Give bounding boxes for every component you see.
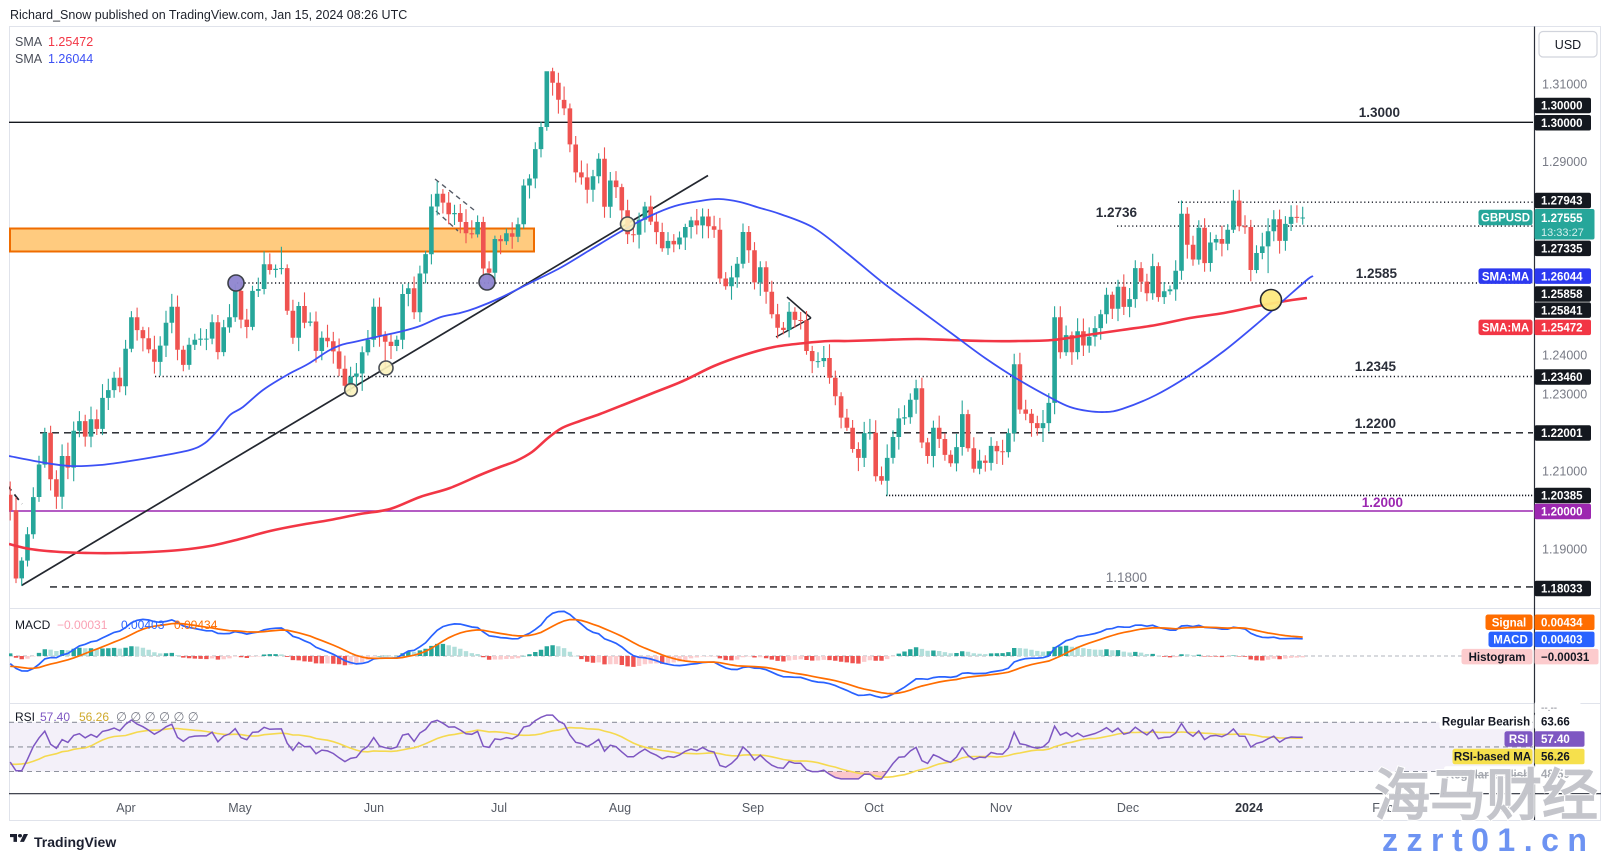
- svg-text:SMA:MA: SMA:MA: [1482, 271, 1529, 283]
- svg-text:SMA:MA: SMA:MA: [1482, 323, 1529, 335]
- svg-text:Regular Bearish: Regular Bearish: [1442, 717, 1530, 729]
- svg-text:Richard_Snow published on Trad: Richard_Snow published on TradingView.co…: [10, 8, 407, 22]
- svg-text:1.25472: 1.25472: [48, 35, 93, 49]
- svg-text:Jun: Jun: [364, 801, 384, 815]
- svg-text:Oct: Oct: [864, 801, 884, 815]
- svg-text:1.18033: 1.18033: [1541, 584, 1583, 596]
- svg-text:Aug: Aug: [609, 801, 631, 815]
- svg-text:0.00403: 0.00403: [121, 618, 165, 632]
- svg-text:1.2000: 1.2000: [1362, 495, 1403, 510]
- svg-text:1.30000: 1.30000: [1541, 118, 1583, 130]
- svg-text:海马财经: 海马财经: [1374, 764, 1598, 827]
- svg-text:1.29000: 1.29000: [1542, 155, 1587, 169]
- svg-text:1.1800: 1.1800: [1106, 570, 1147, 585]
- svg-text:GBPUSD: GBPUSD: [1481, 213, 1530, 225]
- svg-text:Signal: Signal: [1492, 618, 1527, 630]
- svg-text:Dec: Dec: [1117, 801, 1139, 815]
- svg-text:Histogram: Histogram: [1469, 652, 1526, 664]
- svg-text:1.2585: 1.2585: [1356, 266, 1398, 281]
- svg-text:Jul: Jul: [491, 801, 507, 815]
- svg-text:1.2345: 1.2345: [1355, 359, 1397, 374]
- svg-text:1.27555: 1.27555: [1541, 213, 1583, 225]
- svg-text:56.26: 56.26: [79, 710, 109, 724]
- svg-text:1.20000: 1.20000: [1541, 507, 1583, 519]
- svg-text:--.--: --.--: [1541, 703, 1557, 714]
- svg-text:63.66: 63.66: [1541, 717, 1570, 729]
- svg-text:57.40: 57.40: [40, 710, 70, 724]
- svg-text:Feb: Feb: [1372, 801, 1394, 815]
- svg-text:−0.00031: −0.00031: [57, 618, 108, 632]
- svg-text:1.3000: 1.3000: [1359, 105, 1400, 120]
- svg-text:2024: 2024: [1235, 801, 1263, 815]
- svg-text:MACD: MACD: [15, 618, 51, 632]
- svg-text:1.24000: 1.24000: [1542, 349, 1587, 363]
- svg-text:57.40: 57.40: [1541, 734, 1570, 746]
- svg-text:zzrt01.cn: zzrt01.cn: [1382, 822, 1595, 857]
- svg-text:−0.00031: −0.00031: [1541, 652, 1590, 664]
- svg-text:1.27335: 1.27335: [1541, 244, 1583, 256]
- svg-text:RSI: RSI: [1509, 734, 1528, 746]
- svg-text:May: May: [228, 801, 252, 815]
- svg-text:1.26044: 1.26044: [1541, 271, 1583, 283]
- svg-text:1.20385: 1.20385: [1541, 491, 1583, 503]
- svg-text:TradingView: TradingView: [34, 834, 116, 850]
- svg-text:SMA: SMA: [15, 35, 43, 49]
- svg-text:1.25858: 1.25858: [1541, 289, 1583, 301]
- svg-text:1.27943: 1.27943: [1541, 196, 1583, 208]
- svg-text:RSI: RSI: [15, 710, 35, 724]
- svg-text:0.00434: 0.00434: [174, 618, 218, 632]
- svg-text:1.19000: 1.19000: [1542, 543, 1587, 557]
- svg-text:1.2200: 1.2200: [1355, 416, 1396, 431]
- svg-text:SMA: SMA: [15, 52, 43, 66]
- svg-text:1.22001: 1.22001: [1541, 428, 1583, 440]
- svg-text:1.25472: 1.25472: [1541, 323, 1583, 335]
- svg-text:1.21000: 1.21000: [1542, 465, 1587, 479]
- svg-text:Mar: Mar: [1493, 801, 1515, 815]
- svg-text:13:33:27: 13:33:27: [1541, 227, 1584, 239]
- svg-text:0.00403: 0.00403: [1541, 635, 1583, 647]
- svg-text:1.30000: 1.30000: [1541, 101, 1583, 113]
- svg-text:Regular Bullish: Regular Bullish: [1446, 769, 1530, 781]
- svg-text:RSI-based MA: RSI-based MA: [1454, 752, 1531, 764]
- svg-text:48.50: 48.50: [1541, 769, 1570, 781]
- svg-text:USD: USD: [1555, 38, 1581, 52]
- svg-text:1.23000: 1.23000: [1542, 388, 1587, 402]
- svg-text:MACD: MACD: [1493, 635, 1528, 647]
- svg-text:1.31000: 1.31000: [1542, 78, 1587, 92]
- svg-text:1.25841: 1.25841: [1541, 305, 1583, 317]
- svg-text:Sep: Sep: [742, 801, 764, 815]
- svg-text:1.26044: 1.26044: [48, 52, 93, 66]
- svg-text:1.2736: 1.2736: [1096, 205, 1138, 220]
- svg-text:0.00434: 0.00434: [1541, 618, 1583, 630]
- svg-text:1.23460: 1.23460: [1541, 372, 1583, 384]
- svg-text:∅ ∅ ∅ ∅ ∅ ∅: ∅ ∅ ∅ ∅ ∅ ∅: [116, 710, 199, 724]
- svg-text:Nov: Nov: [990, 801, 1013, 815]
- svg-text:Apr: Apr: [116, 801, 135, 815]
- svg-text:56.26: 56.26: [1541, 752, 1570, 764]
